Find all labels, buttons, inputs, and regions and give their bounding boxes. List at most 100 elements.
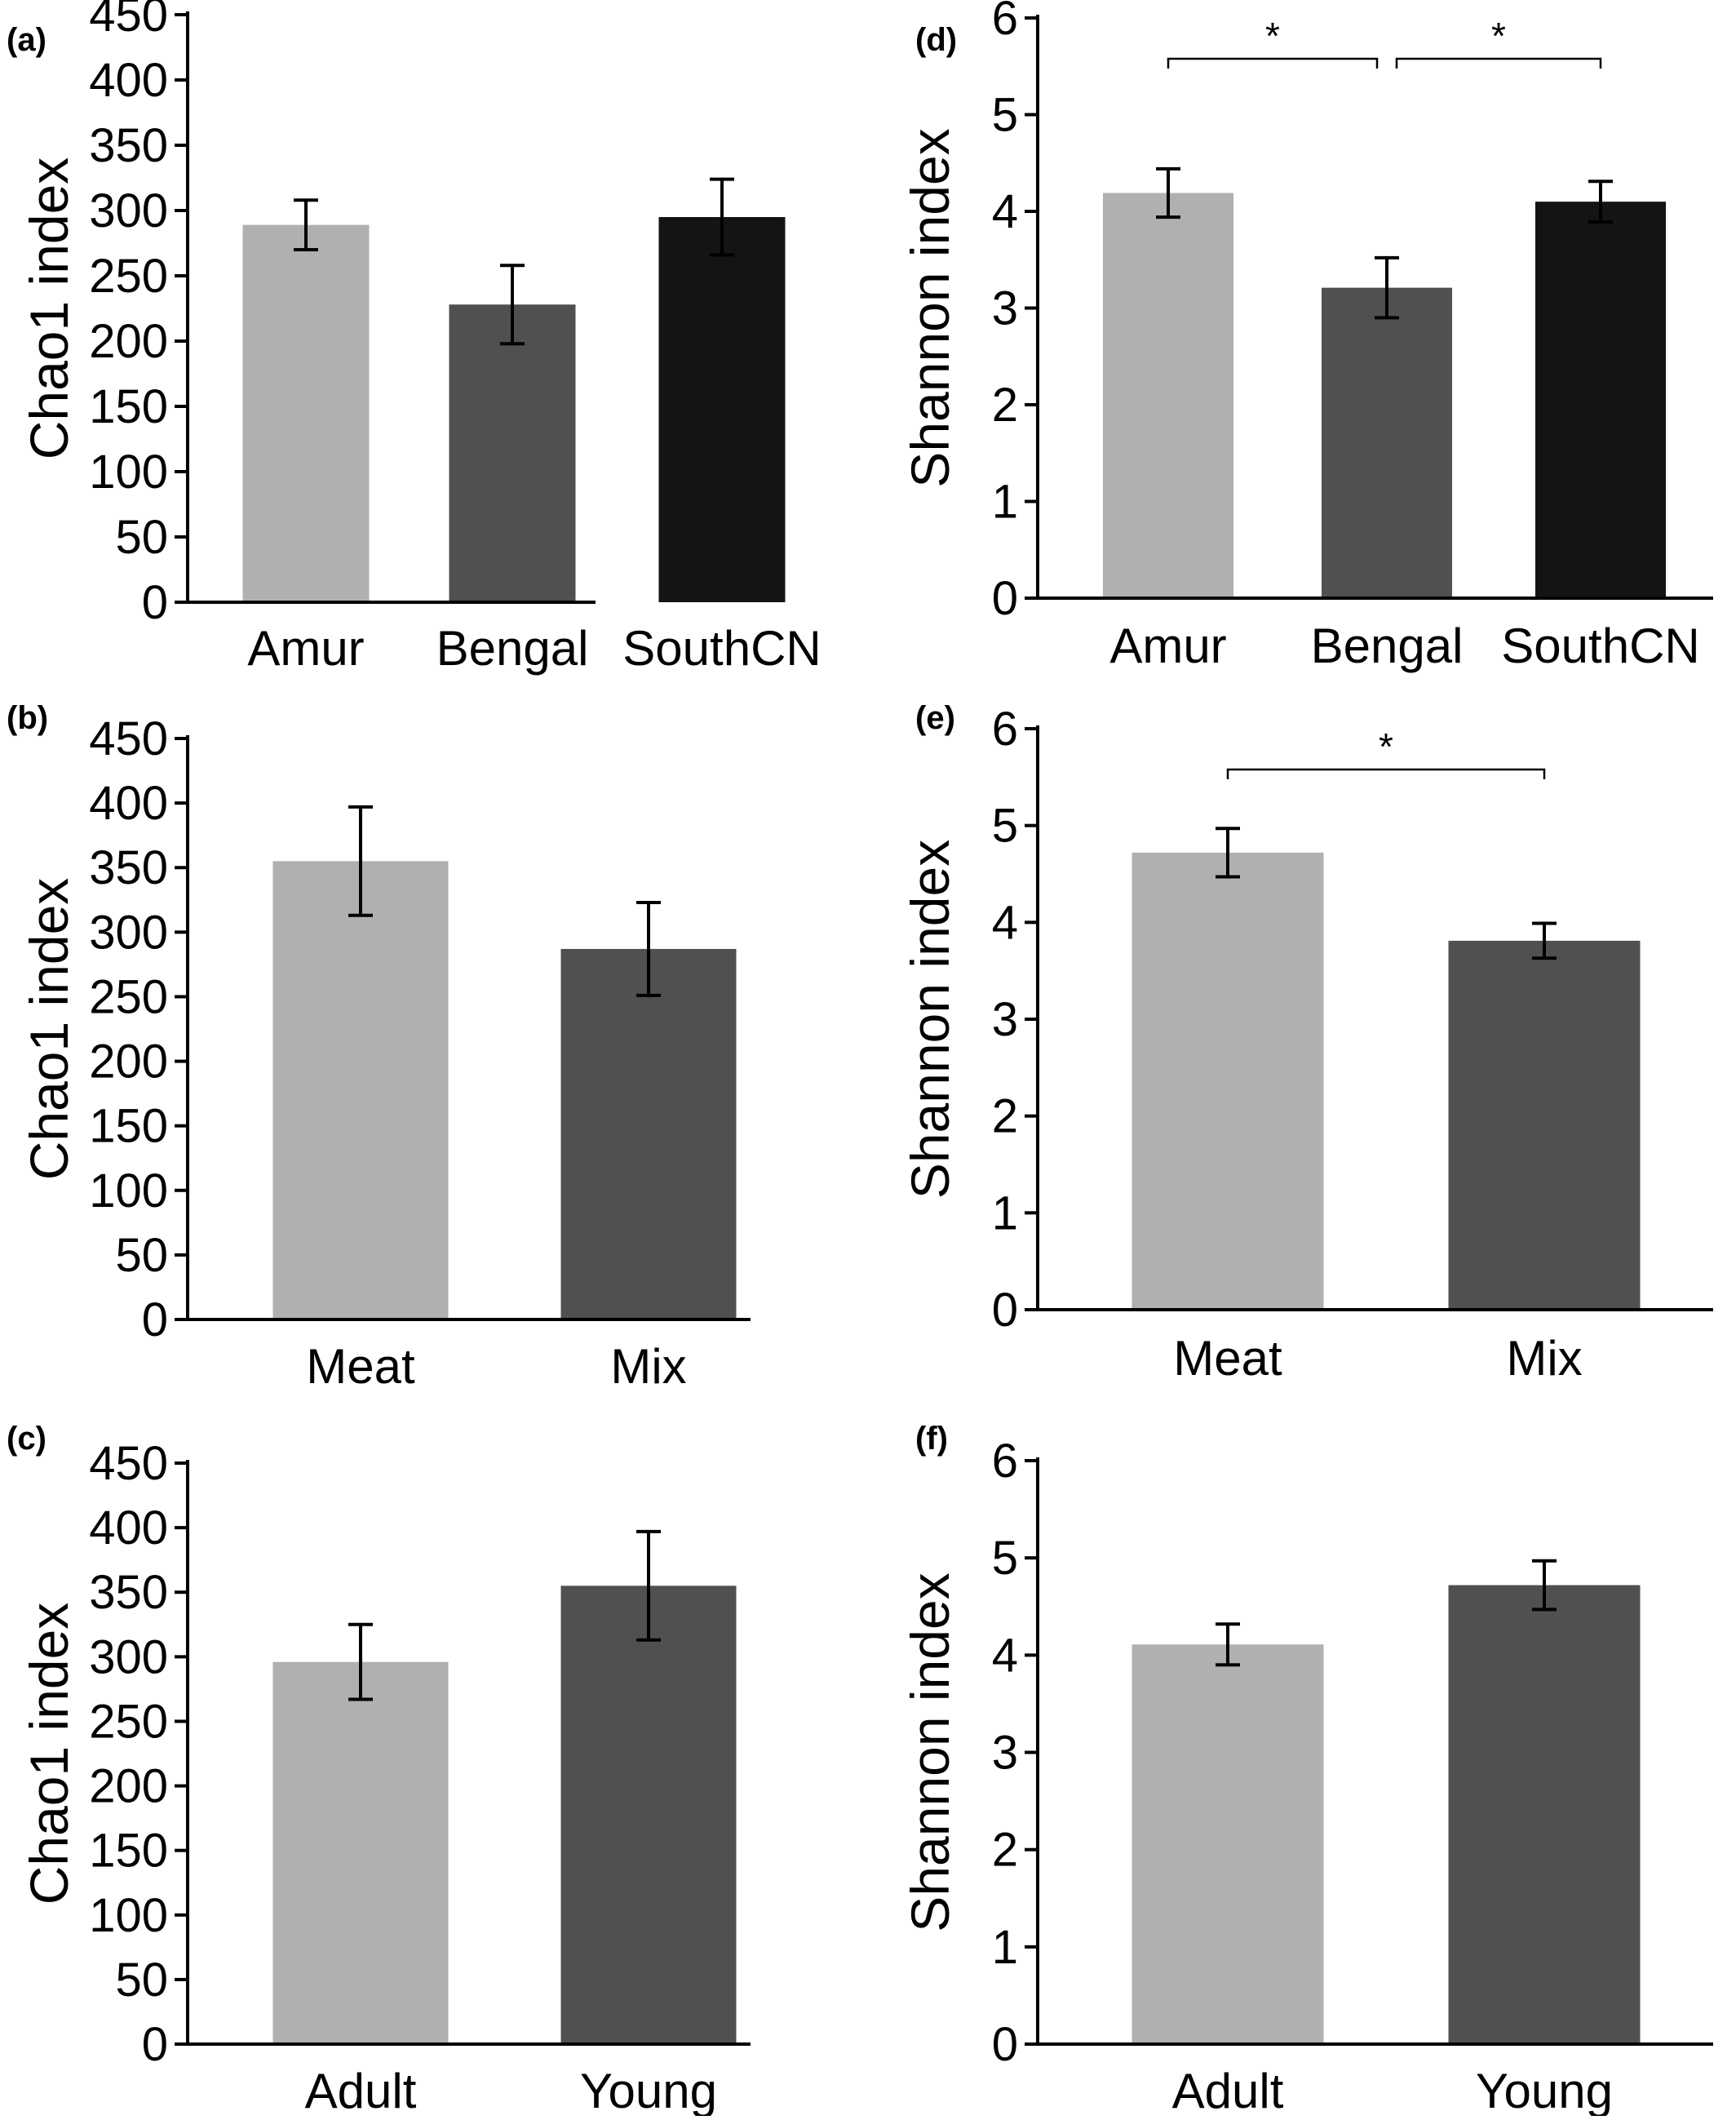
y-tick-label: 2	[992, 379, 1018, 432]
bar-mix	[1448, 940, 1641, 1310]
y-axis-title: Chao1 index	[19, 878, 79, 1181]
error-bar-meat	[348, 805, 373, 917]
error-bar-amur	[294, 198, 318, 251]
x-tick-label: Young	[1476, 2064, 1613, 2116]
panel-tag: (d)	[915, 22, 957, 58]
x-tick-label: SouthCN	[1501, 619, 1699, 673]
error-bar-meat	[1216, 827, 1240, 879]
significance-label: *	[1265, 15, 1280, 57]
bar-meat	[272, 861, 449, 1319]
x-tick-label: Mix	[610, 1339, 686, 1394]
y-tick-label: 400	[89, 777, 168, 830]
error-bar-adult	[348, 1622, 373, 1701]
y-tick-label: 1	[992, 476, 1018, 529]
error-bar-young	[636, 1529, 661, 1642]
bar-mix	[560, 948, 737, 1319]
y-tick-label: 2	[992, 1090, 1018, 1143]
significance-bracket	[1167, 57, 1379, 69]
significance-label: *	[1491, 15, 1506, 57]
y-tick-label: 150	[89, 1100, 168, 1153]
significance-bracket	[1395, 57, 1602, 69]
y-tick-label: 4	[992, 896, 1018, 949]
bar-amur	[242, 224, 370, 602]
y-tick-label: 250	[89, 250, 168, 303]
y-tick-label: 1	[992, 1921, 1018, 1974]
error-bar-adult	[1216, 1622, 1240, 1667]
x-tick-label: Adult	[305, 2064, 417, 2116]
y-axis-title: Chao1 index	[19, 1603, 79, 1905]
panel-e: (e) Shannon index Meat Mix 0 1 2 3 4 5 6 *	[900, 700, 1713, 1386]
bar-young	[1448, 1585, 1641, 2044]
y-tick-label: 200	[89, 1760, 168, 1813]
y-tick-label: 0	[992, 572, 1018, 625]
error-bar-mix	[1532, 921, 1557, 960]
panel-a: (a) Chao1 index Amur Bengal SouthCN 0 50 100 150…	[7, 0, 822, 676]
y-axis-title: Chao1 index	[19, 157, 79, 460]
y-tick-label: 300	[89, 1630, 168, 1683]
y-tick-label: 3	[992, 282, 1018, 335]
y-tick-label: 100	[89, 1164, 168, 1217]
error-bar-southcn	[1588, 180, 1613, 224]
y-tick-label: 450	[89, 0, 168, 42]
bracket-line	[1226, 768, 1546, 779]
x-tick-label: Young	[580, 2064, 717, 2116]
y-tick-label: 6	[992, 1435, 1018, 1488]
error-bar-bengal	[1375, 255, 1399, 320]
bar-southcn	[658, 217, 786, 602]
y-tick-label: 450	[89, 1437, 168, 1490]
x-tick-label: Mix	[1506, 1331, 1582, 1386]
y-tick-label: 6	[992, 0, 1018, 45]
y-tick-label: 400	[89, 54, 168, 107]
y-tick-label: 100	[89, 446, 168, 499]
panel-c: (c) Chao1 index Adult Young 0 50 100 150 200 250 3…	[7, 1421, 751, 2118]
y-tick-label: 4	[992, 1629, 1018, 1682]
panel-tag: (f)	[915, 1421, 948, 1457]
y-tick-label: 5	[992, 89, 1018, 142]
y-tick-label: 5	[992, 1532, 1018, 1585]
x-tick-label: Amur	[1109, 619, 1226, 673]
y-tick-label: 3	[992, 1727, 1018, 1780]
x-tick-label: Amur	[247, 621, 364, 676]
y-tick-label: 150	[89, 380, 168, 433]
y-tick-label: 0	[142, 576, 168, 629]
x-tick-label: SouthCN	[622, 621, 821, 676]
y-tick-label: 6	[992, 703, 1018, 756]
error-bar-bengal	[500, 264, 525, 346]
y-tick-label: 4	[992, 185, 1018, 238]
y-tick-label: 150	[89, 1825, 168, 1878]
y-tick-label: 1	[992, 1186, 1018, 1240]
x-tick-label: Meat	[1173, 1331, 1282, 1386]
y-tick-label: 350	[89, 841, 168, 894]
x-tick-label: Meat	[306, 1339, 415, 1394]
bar-meat	[1132, 852, 1324, 1310]
y-tick-label: 250	[89, 1695, 168, 1748]
y-tick-label: 3	[992, 993, 1018, 1046]
bar-adult	[1132, 1644, 1324, 2044]
panel-f: (f) Shannon index Adult Young 0 1 2 3 4 5 6	[900, 1421, 1713, 2118]
y-tick-label: 2	[992, 1824, 1018, 1877]
y-axis-title: Shannon index	[900, 128, 960, 487]
panel-tag: (e)	[915, 700, 955, 736]
x-tick-label: Bengal	[436, 621, 589, 676]
y-tick-label: 50	[115, 1954, 168, 2007]
error-bar-mix	[636, 900, 661, 997]
panel-tag: (c)	[7, 1421, 46, 1457]
y-tick-label: 200	[89, 315, 168, 368]
significance-label: *	[1379, 725, 1393, 768]
y-tick-label: 50	[115, 511, 168, 564]
bar-amur	[1103, 193, 1233, 599]
error-bar-southcn	[710, 177, 734, 257]
x-tick-label: Adult	[1172, 2064, 1284, 2116]
y-tick-label: 5	[992, 800, 1018, 853]
bar-adult	[272, 1661, 449, 2044]
bar-bengal	[1322, 287, 1452, 598]
bracket-line	[1395, 57, 1602, 69]
y-tick-label: 200	[89, 1036, 168, 1089]
significance-bracket	[1226, 768, 1546, 779]
bar-young	[560, 1586, 737, 2044]
y-tick-label: 0	[992, 2018, 1018, 2071]
panel-d: (d) Shannon index Amur Bengal SouthCN 0 1 2 3 4 5 6…	[900, 0, 1713, 673]
y-tick-label: 300	[89, 184, 168, 237]
y-tick-label: 50	[115, 1229, 168, 1282]
